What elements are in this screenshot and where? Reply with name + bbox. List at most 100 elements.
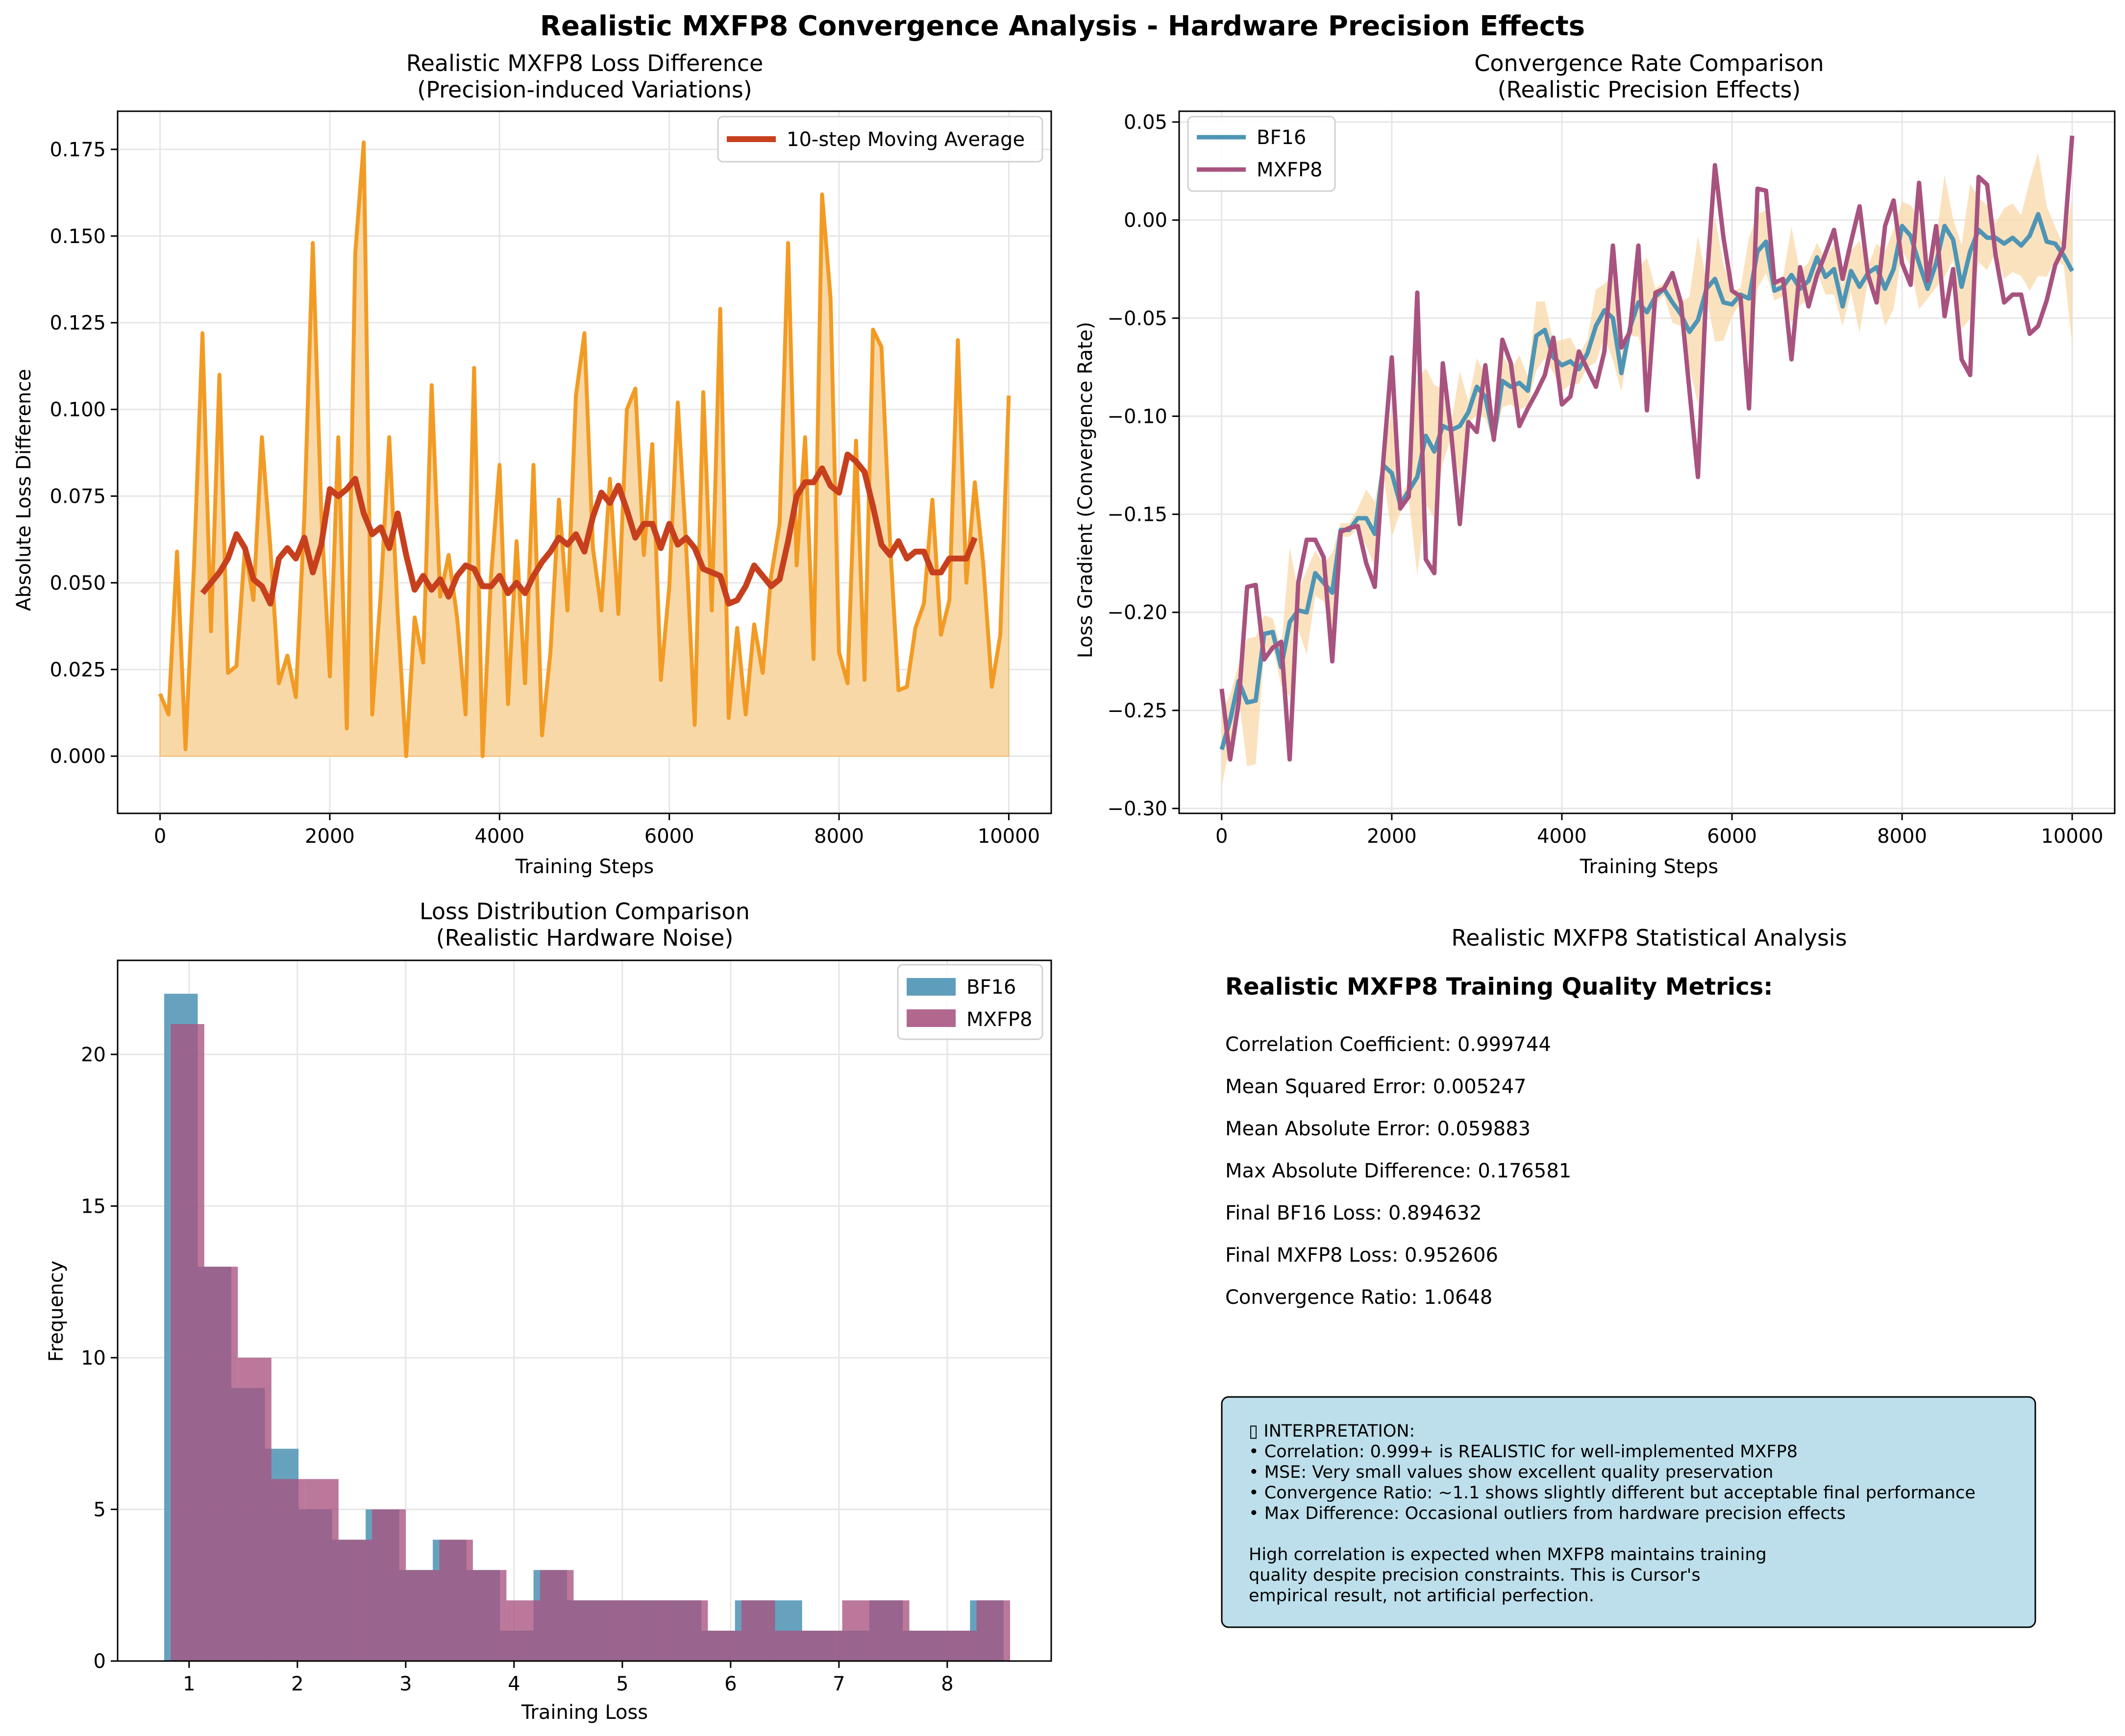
x-axis-label: Training Loss (521, 1701, 648, 1724)
axes: 0 2000 4000 6000 8000 10000 −0.30 −0.25 −0.20 −0.… (1107, 110, 2116, 848)
legend: BF16 MXFP8 (897, 964, 1043, 1040)
y-axis-label: Loss Gradient (Convergence Rate) (1074, 322, 1097, 659)
x-tick-label: 2000 (305, 825, 355, 848)
x-tick-label: 8000 (814, 825, 864, 848)
stats-heading: Realistic MXFP8 Training Quality Metrics… (1225, 973, 1773, 1001)
legend-label-mxfp8: MXFP8 (966, 1008, 1033, 1031)
histogram-bar (472, 1570, 507, 1661)
bf16-line (1219, 212, 2075, 751)
y-tick-label: 0.175 (49, 139, 106, 161)
x-tick-label: 4 (508, 1673, 520, 1695)
histogram-bar (372, 1509, 406, 1661)
panel-loss-difference-title: Realistic MXFP8 Loss Difference (406, 50, 764, 76)
x-tick-label: 6000 (1707, 825, 1757, 848)
x-tick-label: 3 (399, 1673, 412, 1695)
interpretation-line: • Convergence Ratio: ~1.1 shows slightly… (1249, 1483, 1976, 1503)
histogram-bar (271, 1479, 305, 1661)
interpretation-line: • Max Difference: Occasional outliers fr… (1249, 1504, 1846, 1523)
y-tick-label: 0.05 (1124, 111, 1167, 134)
difference-band (1221, 152, 2073, 786)
x-tick-label: 10000 (2041, 825, 2103, 848)
interpretation-line: High correlation is expected when MXFP8 … (1249, 1545, 1767, 1565)
histogram-bar (405, 1570, 440, 1661)
y-tick-label: 0.150 (49, 225, 106, 248)
interpretation-line: • Correlation: 0.999+ is REALISTIC for w… (1249, 1442, 1798, 1462)
stat-line: Final BF16 Loss: 0.894632 (1225, 1202, 1482, 1224)
interpretation-text: ▯ INTERPRETATION:• Correlation: 0.999+ i… (1249, 1421, 1976, 1606)
histogram-bar (238, 1358, 272, 1661)
histogram-bar (607, 1600, 641, 1661)
y-tick-label: −0.30 (1107, 798, 1167, 820)
histogram-bar (305, 1479, 339, 1661)
y-tick-label: 5 (94, 1498, 106, 1521)
histogram-bar (540, 1570, 574, 1661)
x-tick-label: 4000 (1537, 825, 1587, 848)
y-tick-label: 10 (81, 1347, 106, 1369)
legend: 10-step Moving Average (717, 116, 1043, 163)
y-tick-label: 0.050 (49, 572, 106, 594)
histogram-bar (943, 1631, 977, 1661)
legend-swatch-bf16 (907, 978, 956, 996)
histogram-bar (876, 1600, 910, 1661)
panel-loss-distribution-subtitle: (Realistic Hardware Noise) (436, 925, 734, 951)
histogram-bar (741, 1600, 775, 1661)
panel-convergence-rate-title: Convergence Rate Comparison (1474, 50, 1824, 76)
stat-line: Max Absolute Difference: 0.176581 (1225, 1160, 1571, 1182)
x-tick-label: 7 (833, 1673, 845, 1695)
y-tick-label: 0.100 (49, 399, 106, 421)
histogram-bar (775, 1631, 809, 1661)
y-tick-label: 0.125 (49, 312, 106, 335)
x-tick-label: 5 (616, 1673, 628, 1695)
x-tick-label: 1 (183, 1673, 195, 1695)
y-tick-label: −0.15 (1107, 504, 1167, 526)
panel-loss-difference: Realistic MXFP8 Loss Difference (Precisi… (13, 50, 1052, 878)
y-tick-label: 20 (81, 1044, 106, 1066)
histogram-bar (573, 1600, 607, 1661)
axes: 1 2 3 4 5 6 7 8 0 5 10 15 20 (81, 959, 1052, 1695)
x-tick-label: 10000 (978, 825, 1040, 848)
histogram-bar (506, 1600, 540, 1661)
legend-swatch-mxfp8 (907, 1009, 956, 1027)
y-tick-label: 15 (81, 1195, 106, 1218)
panel-statistics: Realistic MXFP8 Statistical Analysis Rea… (1221, 925, 2036, 1628)
y-axis-label: Absolute Loss Difference (13, 369, 35, 611)
histogram-bar (909, 1631, 943, 1661)
loss-difference-line (158, 140, 1011, 758)
histogram-bar (976, 1600, 1010, 1661)
x-tick-label: 8000 (1877, 825, 1927, 848)
histogram-bar (641, 1600, 674, 1661)
histogram-bar (439, 1540, 473, 1661)
x-axis-label: Training Steps (1580, 856, 1718, 878)
x-tick-label: 4000 (474, 825, 524, 848)
y-tick-label: −0.05 (1107, 307, 1167, 330)
y-tick-label: 0.000 (49, 745, 106, 768)
stat-line: Mean Squared Error: 0.005247 (1225, 1076, 1526, 1098)
x-tick-label: 6000 (644, 825, 694, 848)
histogram-bar (708, 1631, 741, 1661)
interpretation-line: empirical result, not artificial perfect… (1249, 1586, 1594, 1606)
y-tick-label: −0.10 (1107, 405, 1167, 428)
x-tick-label: 2000 (1367, 825, 1417, 848)
stats-panel-title: Realistic MXFP8 Statistical Analysis (1451, 925, 1847, 951)
stats-lines: Correlation Coefficient: 0.999744 Mean Sq… (1225, 1033, 1571, 1309)
figure-title: Realistic MXFP8 Convergence Analysis - H… (540, 10, 1585, 42)
x-tick-label: 2 (291, 1673, 303, 1695)
y-tick-label: 0 (94, 1650, 106, 1673)
panel-loss-distribution: Loss Distribution Comparison (Realistic … (45, 898, 1052, 1724)
legend-label-mxfp8: MXFP8 (1257, 159, 1323, 181)
histogram-bar (674, 1600, 708, 1661)
x-tick-label: 6 (724, 1673, 737, 1695)
y-tick-label: 0.075 (49, 485, 106, 508)
histogram-bar (204, 1267, 238, 1661)
y-tick-label: 0.00 (1124, 209, 1167, 232)
stat-line: Correlation Coefficient: 0.999744 (1225, 1033, 1551, 1056)
y-axis-label: Frequency (45, 1261, 68, 1362)
y-tick-label: −0.25 (1107, 700, 1167, 722)
moving-average-line (200, 451, 978, 607)
y-tick-label: −0.20 (1107, 602, 1167, 624)
panel-convergence-rate: Convergence Rate Comparison (Realistic P… (1074, 50, 2116, 878)
stat-line: Mean Absolute Error: 0.059883 (1225, 1118, 1531, 1140)
stat-line: Convergence Ratio: 1.0648 (1225, 1286, 1492, 1309)
interpretation-line: • MSE: Very small values show excellent … (1249, 1463, 1774, 1482)
legend-label-bf16: BF16 (966, 976, 1016, 999)
